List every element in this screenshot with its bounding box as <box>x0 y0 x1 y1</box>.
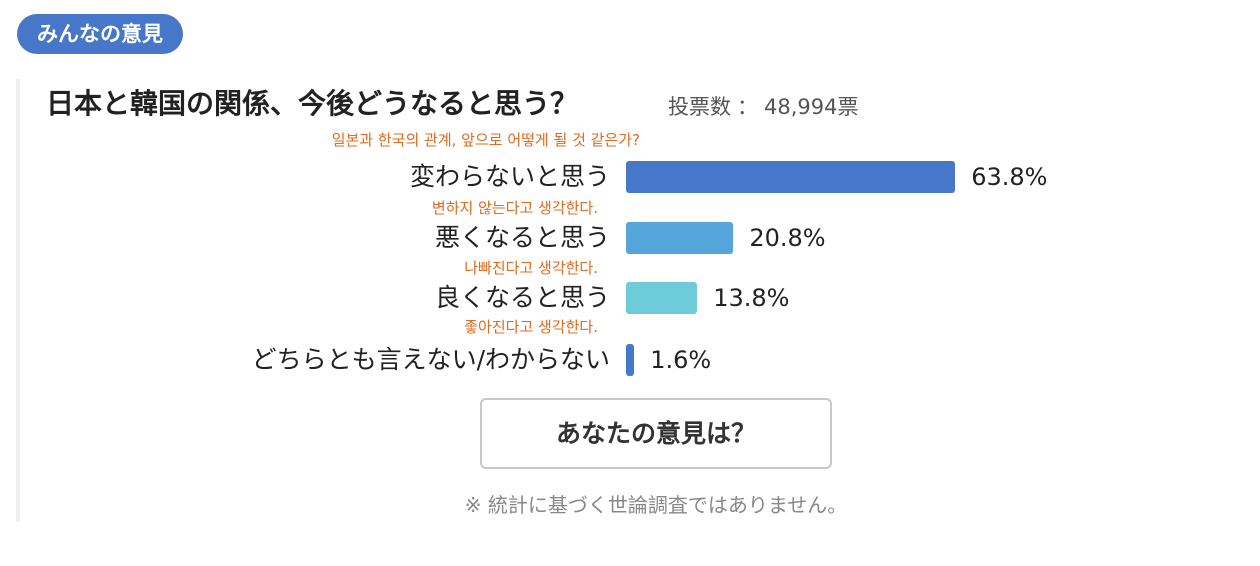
bar-2 <box>626 282 698 314</box>
option-label-3: どちらとも言えない/わからない <box>251 345 610 374</box>
option-label-2: 良くなると思う <box>434 283 610 312</box>
value-label-2: 13.8% <box>713 284 790 312</box>
option-label-ko-1: 나빠진다고 생각한다. <box>464 259 598 277</box>
vote-count-label: 投票数 <box>668 95 731 119</box>
section-badge: みんなの意見 <box>17 14 183 54</box>
bar-1 <box>626 222 734 254</box>
chart-subtitle-ko: 일본과 한국의 관계, 앞으로 어떻게 될 것 같은가? <box>331 131 640 149</box>
bar-0 <box>626 161 956 193</box>
value-label-3: 1.6% <box>650 346 712 374</box>
panel-border <box>16 79 20 522</box>
option-label-ko-2: 좋아진다고 생각한다. <box>464 318 598 336</box>
vote-count-value: 48,994票 <box>764 95 859 119</box>
option-label-0: 変わらないと思う <box>409 162 610 191</box>
vote-count: 投票数： 48,994票 <box>668 90 858 124</box>
value-label-0: 63.8% <box>971 163 1048 191</box>
chart-title: 日本と韓国の関係、今後どうなると思う？ <box>46 87 579 120</box>
option-label-1: 悪くなると思う <box>434 223 610 252</box>
bar-3 <box>626 344 635 376</box>
value-label-1: 20.8% <box>749 224 826 252</box>
option-label-ko-0: 변하지 않는다고 생각한다. <box>431 199 598 217</box>
vote-count-separator: ： <box>737 95 758 119</box>
disclaimer-note: ※ 統計に基づく世論調査ではありません。 <box>464 493 848 517</box>
your-opinion-button[interactable]: あなたの意見は？ <box>480 398 832 469</box>
